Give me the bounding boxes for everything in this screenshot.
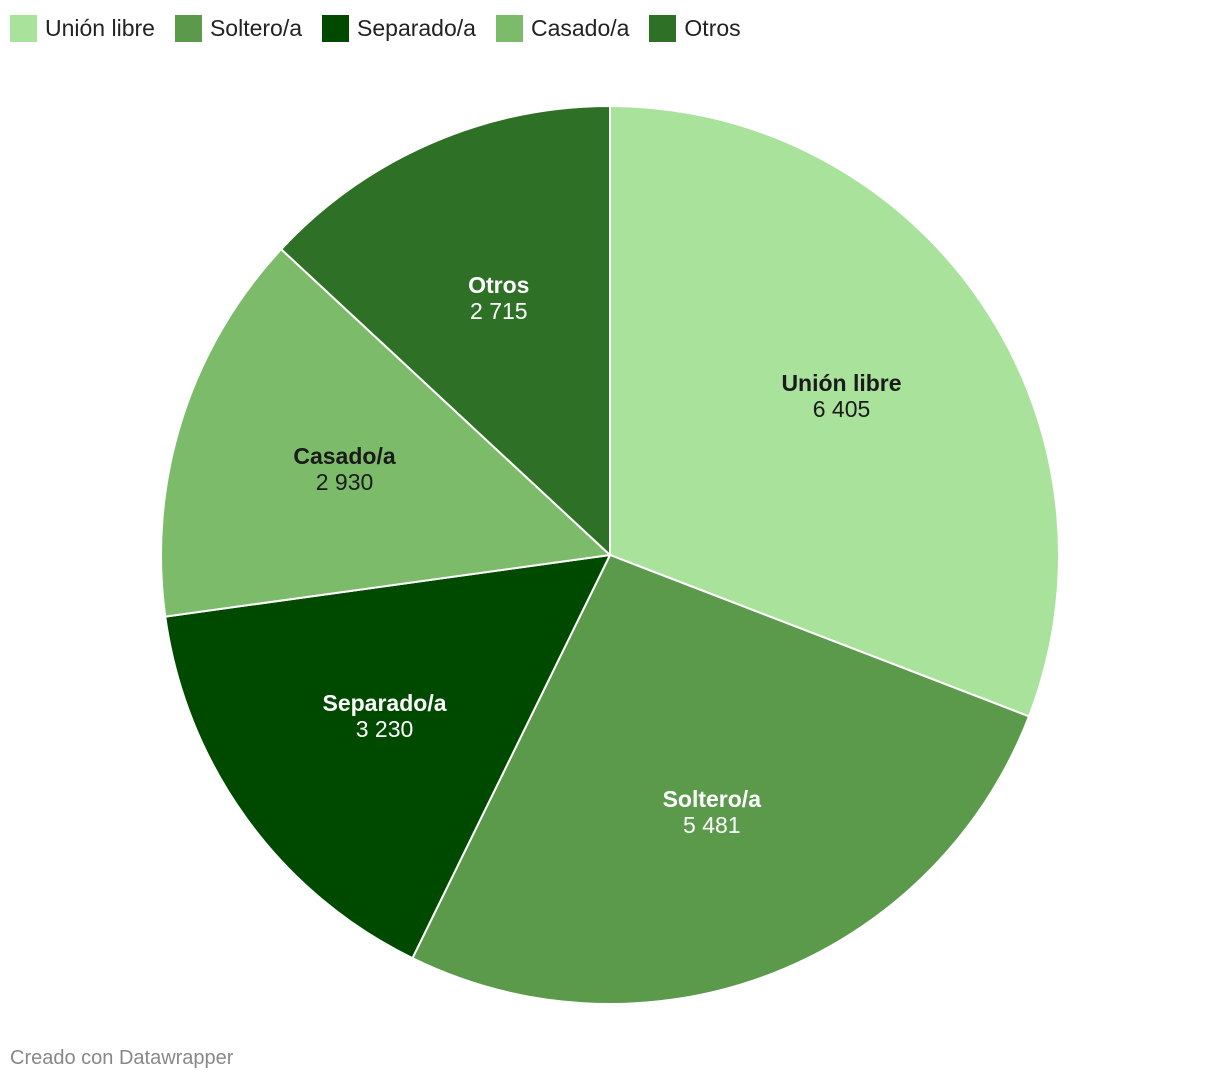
svg-text:Unión libre: Unión libre (781, 370, 901, 396)
svg-text:2 715: 2 715 (470, 298, 528, 324)
svg-text:2 930: 2 930 (316, 469, 374, 495)
svg-text:Otros: Otros (468, 272, 529, 298)
svg-text:Soltero/a: Soltero/a (663, 786, 762, 812)
svg-text:5 481: 5 481 (683, 812, 741, 838)
svg-text:Casado/a: Casado/a (293, 443, 395, 469)
svg-text:6 405: 6 405 (813, 396, 871, 422)
svg-text:3 230: 3 230 (356, 716, 414, 742)
svg-text:Separado/a: Separado/a (323, 690, 447, 716)
